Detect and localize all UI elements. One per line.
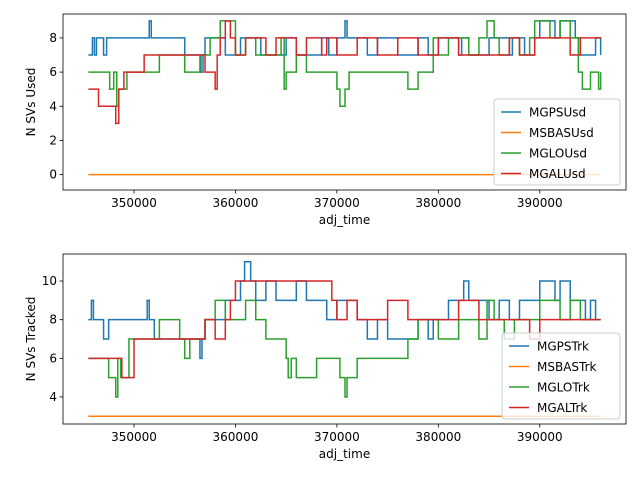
legend-label-MGPSTrk: MGPSTrk [537,340,589,354]
x-tick-label: 360000 [213,196,259,210]
y-tick-label: 4 [49,99,57,113]
subplot-1: 350000 360000 370000 380000 390000 0 2 4 6 8 adj_t… [24,13,627,227]
y-tick-label: 6 [49,351,57,365]
y-tick-label: 8 [49,31,57,45]
y-tick-label: 6 [49,65,57,79]
legend-box [493,98,621,186]
legend-label-MGALTrk: MGALTrk [537,401,587,415]
series-line-MGALTrk [88,280,601,379]
x-tick-label: 370000 [314,430,360,444]
series-line-MGALUsd [88,20,601,125]
y-axis-label: N SVs Tracked [24,297,38,382]
axes-frame [62,13,627,191]
y-tick-label: 8 [49,313,57,327]
legend-label-MGLOUsd: MGLOUsd [529,147,587,161]
subplot-2: 350000 360000 370000 380000 390000 4 6 8 10 adj_t… [24,253,627,461]
legend-label-MGALUsd: MGALUsd [529,167,586,181]
x-tick-label: 370000 [314,196,360,210]
x-tick-label: 380000 [415,196,461,210]
y-axis-label: N SVs Used [24,68,38,137]
legend-label-MSBASTrk: MSBASTrk [537,360,597,374]
x-tick-label: 390000 [517,430,563,444]
series-line-MGPSUsd [88,20,602,73]
x-axis-label: adj_time [319,447,370,461]
y-tick-label: 10 [42,274,57,288]
x-tick-label: 380000 [415,430,461,444]
legend-label-MSBASUsd: MSBASUsd [529,126,594,140]
x-tick-label: 360000 [213,430,259,444]
x-tick-label: 350000 [111,196,157,210]
legend-label-MGLOTrk: MGLOTrk [537,381,590,395]
y-tick-label: 2 [49,133,57,147]
x-axis-label: adj_time [319,213,370,227]
y-tick-label: 0 [49,168,57,182]
legend-box [501,332,621,420]
series-line-MGLOTrk [88,299,601,398]
y-tick-label: 4 [49,390,57,404]
x-tick-label: 390000 [517,196,563,210]
legend-label-MGPSUsd: MGPSUsd [529,106,586,120]
series-line-MGLOUsd [88,20,602,108]
axes-frame [62,253,627,425]
legend: MGPSUsd MSBASUsd MGLOUsd MGALUsd [493,98,621,186]
x-tick-label: 350000 [111,430,157,444]
legend: MGPSTrk MSBASTrk MGLOTrk MGALTrk [501,332,621,420]
